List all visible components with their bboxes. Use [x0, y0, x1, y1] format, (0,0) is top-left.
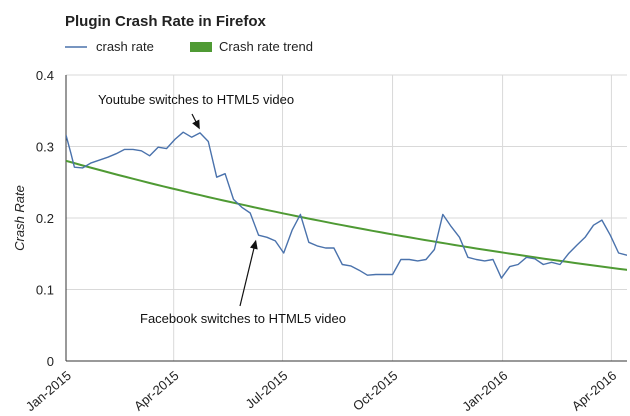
y-tick-label: 0.3 [36, 140, 54, 155]
y-axis-label: Crash Rate [12, 185, 27, 251]
x-tick-label: Apr-2016 [569, 368, 620, 414]
x-tick-label: Jul-2015 [243, 368, 291, 412]
legend-label-trend: Crash rate trend [219, 39, 313, 54]
annotation-youtube-arrowhead [192, 119, 200, 130]
y-tick-label: 0.1 [36, 283, 54, 298]
series-line-crash-rate [66, 131, 627, 279]
x-tick-label: Apr-2015 [131, 368, 182, 414]
x-tick-label: Oct-2015 [350, 368, 401, 414]
annotation-facebook: Facebook switches to HTML5 video [140, 311, 346, 326]
annotation-youtube: Youtube switches to HTML5 video [98, 92, 294, 107]
x-tick-label: Jan-2015 [23, 368, 74, 414]
y-tick-label: 0.4 [36, 68, 54, 83]
series-layer [66, 131, 627, 279]
legend-swatch-trend [190, 42, 212, 52]
annotation-facebook-arrowhead [250, 239, 258, 250]
legend-label-crash-rate: crash rate [96, 39, 154, 54]
legend: crash rate Crash rate trend [65, 39, 313, 54]
chart-title: Plugin Crash Rate in Firefox [65, 13, 267, 30]
y-tick-label: 0.2 [36, 211, 54, 226]
annotations: Youtube switches to HTML5 video Facebook… [98, 92, 346, 326]
annotation-facebook-arrow [239, 245, 256, 307]
series-line-crash-rate-trend [66, 159, 627, 271]
y-axis: 0 0.1 0.2 0.3 0.4 [36, 68, 67, 369]
y-tick-label: 0 [47, 354, 54, 369]
x-axis: Jan-2015 Apr-2015 Jul-2015 Oct-2015 Jan-2016… [23, 360, 627, 414]
x-tick-label: Jan-2016 [459, 368, 510, 414]
